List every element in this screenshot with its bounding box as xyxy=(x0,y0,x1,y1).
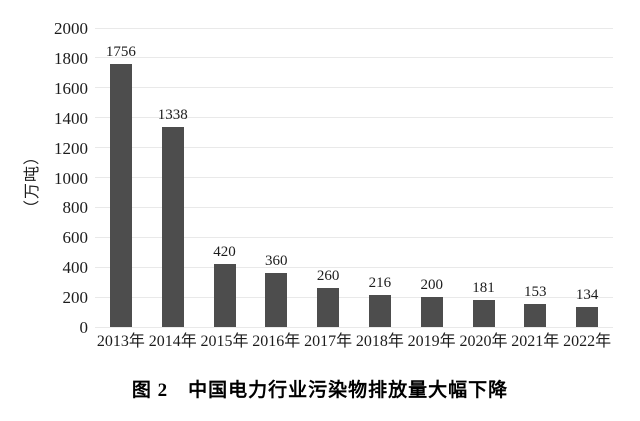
gridline-600 xyxy=(95,236,613,238)
x-tick-label-2018年: 2018年 xyxy=(355,333,404,350)
bar-2014年 xyxy=(161,126,184,327)
bar-value-label-2018年: 216 xyxy=(368,274,392,291)
chart-caption: 图 2 中国电力行业污染物排放量大幅下降 xyxy=(131,380,509,401)
bar-value-label-2017年: 260 xyxy=(316,268,340,285)
gridline-2000 xyxy=(95,27,613,29)
gridline-400 xyxy=(95,266,613,268)
gridline-800 xyxy=(95,206,613,208)
bar-value-label-2022年: 134 xyxy=(575,286,599,303)
bar-2013年 xyxy=(109,64,132,327)
bar-2018年 xyxy=(368,294,391,327)
y-tick-label-1600: 1600 xyxy=(54,78,88,98)
gridline-1000 xyxy=(95,177,613,178)
bar-2019年 xyxy=(420,297,443,327)
bar-2021年 xyxy=(524,304,547,327)
gridline-1600 xyxy=(95,87,613,89)
bar-value-label-2016年: 360 xyxy=(265,253,288,270)
gridline-200 xyxy=(95,296,613,298)
bar-value-label-2021年: 153 xyxy=(524,284,547,301)
y-tick-label-1800: 1800 xyxy=(54,48,88,68)
plot-area: 1756 1338 420 360 260 216 200 181 153 134 xyxy=(95,27,613,328)
bar-2016年 xyxy=(265,273,288,327)
x-tick-label-2017年: 2017年 xyxy=(304,333,353,350)
bar-value-label-2013年: 1756 xyxy=(105,44,136,61)
bar-value-label-2015年: 420 xyxy=(213,244,236,261)
x-tick-label-2015年: 2015年 xyxy=(200,333,249,350)
y-tick-label-1000: 1000 xyxy=(54,168,88,188)
y-tick-label-400: 400 xyxy=(62,258,89,278)
gridline-1800 xyxy=(95,57,613,59)
gridline-1200 xyxy=(95,147,613,149)
x-tick-label-2014年: 2014年 xyxy=(148,333,197,350)
bar-2022年 xyxy=(576,306,599,327)
x-tick-label-2021年: 2021年 xyxy=(511,333,560,350)
y-tick-label-2000: 2000 xyxy=(54,19,88,38)
x-axis-tick-labels: 2013年 2014年 2015年 2016年 2017年 2018年 2019年 2020年… xyxy=(95,332,613,352)
y-tick-label-800: 800 xyxy=(62,198,89,218)
x-tick-label-2016年: 2016年 xyxy=(252,333,301,350)
y-tick-label-200: 200 xyxy=(62,288,89,308)
bar-2015年 xyxy=(213,264,236,327)
x-tick-label-2022年: 2022年 xyxy=(563,333,612,350)
bar-value-label-2020年: 181 xyxy=(472,279,495,296)
bar-2020年 xyxy=(472,299,495,327)
y-tick-label-1200: 1200 xyxy=(54,138,88,158)
y-axis-tick-labels: 0 200 400 600 800 1000 1200 1400 1600 1800 2000 xyxy=(0,20,89,336)
bar-value-label-2019年: 200 xyxy=(420,277,443,294)
y-tick-label-600: 600 xyxy=(62,228,89,248)
bar-2017年 xyxy=(317,288,340,327)
gridline-1400 xyxy=(95,117,613,119)
x-tick-label-2020年: 2020年 xyxy=(459,333,508,350)
bar-value-label-2014年: 1338 xyxy=(157,106,188,123)
x-tick-label-2019年: 2019年 xyxy=(407,333,456,350)
x-tick-label-2013年: 2013年 xyxy=(96,333,145,350)
y-tick-label-0: 0 xyxy=(79,318,89,337)
gridline-0 xyxy=(95,326,613,328)
y-tick-label-1400: 1400 xyxy=(54,108,88,128)
